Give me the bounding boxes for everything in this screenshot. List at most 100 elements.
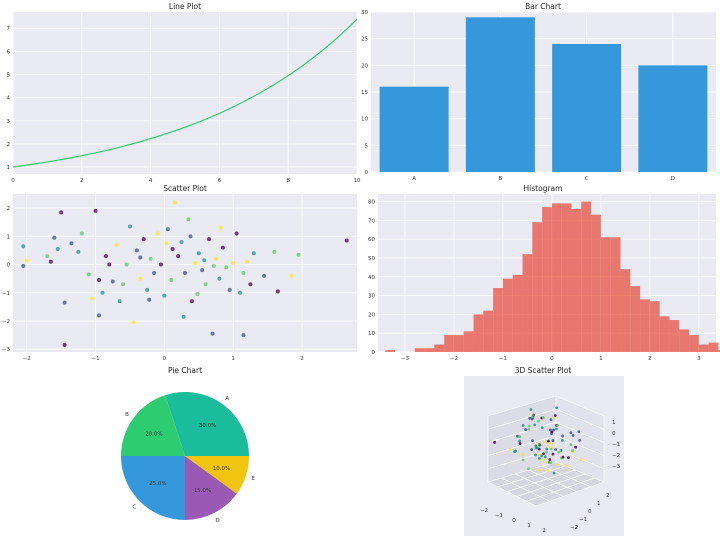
scatter3d-grid xyxy=(501,477,550,502)
scatter3d-point xyxy=(548,428,552,432)
scatter3d-point xyxy=(493,440,497,444)
bar-y-tick-label: 30 xyxy=(361,10,368,16)
scatter-point xyxy=(231,261,236,266)
scatter3d-point xyxy=(530,448,534,451)
scatter3d-point xyxy=(518,435,522,439)
scatter3d-point xyxy=(538,452,541,456)
scatter3d-x-tick: −2 xyxy=(480,508,488,514)
hist-x-tick-label: 3 xyxy=(697,356,701,362)
scatter3d-y-tick: −1 xyxy=(579,517,587,523)
scatter3d-point xyxy=(561,434,564,438)
hist-bin xyxy=(434,344,445,352)
scatter-point xyxy=(152,271,157,275)
bar-y-tick-label: 5 xyxy=(365,143,369,149)
scatter3d-point xyxy=(555,406,558,410)
scatter3d-point xyxy=(549,447,553,451)
scatter-point xyxy=(45,254,50,259)
scatter3d-z-tick: −1 xyxy=(612,442,620,448)
pie-chart-title: Pie Chart xyxy=(168,366,202,375)
bar-y-tick-label: 15 xyxy=(361,90,368,96)
scatter3d-point xyxy=(574,445,578,449)
scatter3d-point xyxy=(524,428,528,431)
scatter-point xyxy=(165,227,170,232)
hist-bin xyxy=(542,207,552,352)
line-y-tick-label: 3 xyxy=(7,119,11,125)
hist-y-tick-label: 80 xyxy=(368,200,375,206)
scatter-point xyxy=(172,200,177,205)
scatter-point xyxy=(170,247,175,252)
bar-x-tick-label: B xyxy=(498,176,502,182)
scatter-3d-title: 3D Scatter Plot xyxy=(515,366,572,375)
pie-pct-E: 10.0% xyxy=(213,466,230,472)
scatter-point xyxy=(224,265,229,270)
scatter3d-point xyxy=(564,464,567,467)
scatter3d-point xyxy=(553,414,557,417)
scatter-point xyxy=(275,289,280,294)
pie-label-D: D xyxy=(215,518,219,524)
scatter3d-point xyxy=(521,453,525,456)
line-x-tick-label: 8 xyxy=(286,178,290,184)
line-x-tick-label: 2 xyxy=(80,178,84,184)
histogram-title: Histogram xyxy=(524,184,563,193)
scatter-point xyxy=(141,237,146,242)
scatter-point xyxy=(251,251,256,256)
scatter3d-point xyxy=(540,426,544,430)
bar-y-tick-label: 20 xyxy=(361,63,368,69)
scatter-point xyxy=(97,313,101,318)
scatter-point xyxy=(158,262,163,267)
scatter3d-point xyxy=(548,441,552,445)
hist-x-tick-label: −3 xyxy=(401,356,410,362)
scatter-point xyxy=(107,262,112,267)
scatter-x-tick-label: 1 xyxy=(231,356,235,362)
scatter-x-tick-label: 2 xyxy=(300,356,304,362)
bar-x-tick-label: A xyxy=(412,176,416,182)
scatter-point xyxy=(272,249,277,254)
scatter-point xyxy=(131,320,136,325)
hist-bin xyxy=(600,237,611,352)
scatter-point xyxy=(195,292,200,297)
scatter-point xyxy=(100,290,105,295)
scatter3d-point xyxy=(567,456,570,460)
scatter-point xyxy=(155,231,160,236)
hist-bin xyxy=(581,201,592,352)
hist-bin xyxy=(522,254,533,352)
hist-y-tick-label: 70 xyxy=(368,218,375,224)
scatter-point xyxy=(148,256,153,261)
bar-chart-panel: Bar Chart 0 5 10 15 20 25 30 A B C D xyxy=(361,2,716,182)
scatter3d-point xyxy=(559,449,563,452)
scatter-point xyxy=(93,208,98,213)
pie-pct-D: 15.0% xyxy=(194,488,211,494)
scatter-point xyxy=(241,333,246,338)
hist-bin xyxy=(630,286,641,352)
hist-x-tick-label: −1 xyxy=(499,356,507,362)
scatter3d-grid xyxy=(555,435,605,456)
scatter3d-point xyxy=(545,460,549,464)
pie-pct-B: 20.0% xyxy=(145,431,162,437)
scatter-point xyxy=(162,293,167,298)
pie-label-C: C xyxy=(132,505,136,511)
scatter-point xyxy=(234,231,239,236)
scatter-point xyxy=(262,273,267,278)
scatter3d-y-tick: 2 xyxy=(606,493,610,499)
scatter3d-y-tick: 1 xyxy=(597,501,601,507)
scatter3d-x-tick: 0 xyxy=(512,518,516,524)
scatter3d-point xyxy=(545,447,549,451)
hist-y-tick-label: 10 xyxy=(368,331,375,337)
scatter-point xyxy=(124,262,129,267)
scatter-point xyxy=(220,245,225,250)
scatter3d-grid xyxy=(487,435,557,456)
scatter-point xyxy=(121,282,126,287)
scatter3d-point xyxy=(541,416,545,419)
scatter-point xyxy=(48,259,53,264)
scatter3d-point xyxy=(548,445,552,449)
scatter3d-grid xyxy=(555,422,605,443)
hist-x-tick-label: 1 xyxy=(599,356,603,362)
scatter-point xyxy=(217,276,222,281)
scatter3d-point xyxy=(547,439,550,443)
scatter-point xyxy=(164,241,169,246)
hist-bin xyxy=(493,288,503,352)
scatter-point xyxy=(21,263,26,268)
scatter3d-point xyxy=(534,444,538,448)
scatter3d-point xyxy=(550,430,554,434)
scatter3d-point xyxy=(569,431,573,435)
